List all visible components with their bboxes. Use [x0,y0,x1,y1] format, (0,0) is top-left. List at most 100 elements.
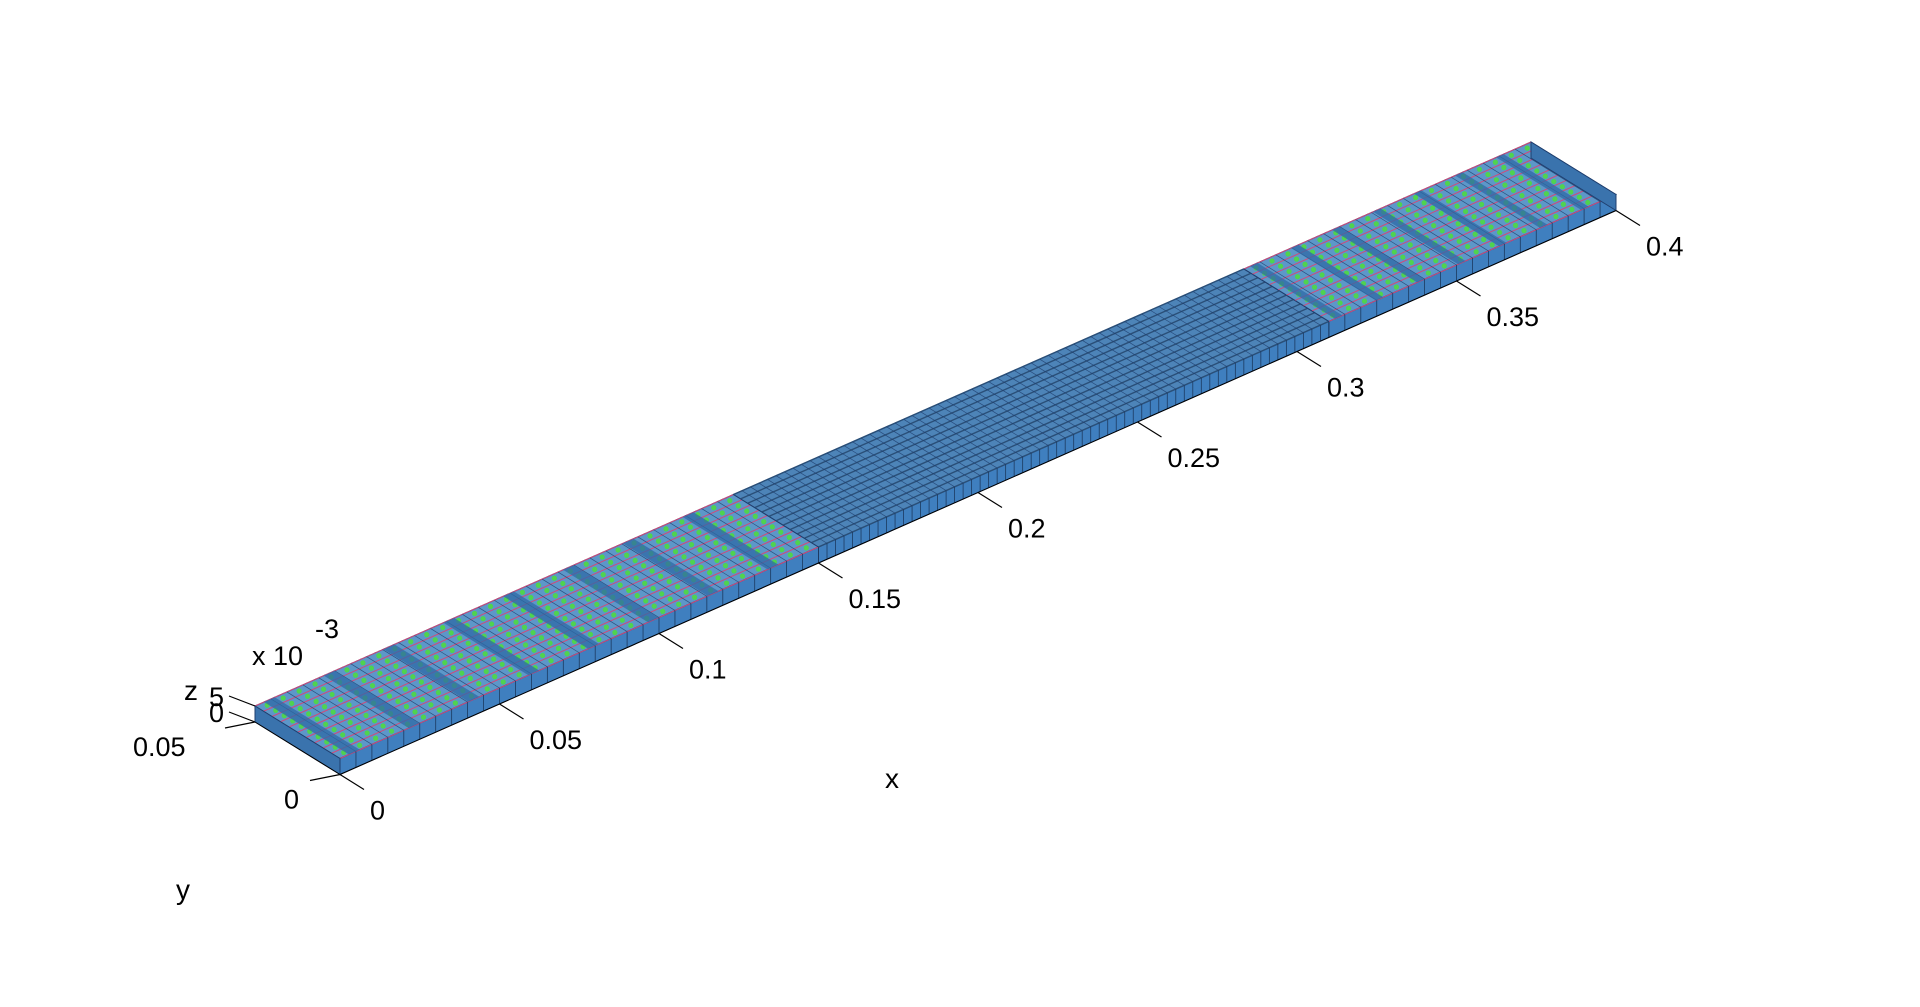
mesh-grid-line [911,415,998,469]
mesh-node-marker [1303,279,1309,285]
mesh-node-marker [408,639,414,645]
mesh-node-marker [1525,163,1531,169]
mesh-node-marker [1487,207,1493,213]
mesh-node-marker [683,589,689,595]
mesh-node-marker [585,596,591,602]
mesh-node-marker [1505,235,1511,241]
y-tick-label: 0 [284,785,299,815]
mesh-grid-line [869,434,955,488]
mesh-grid-line [843,445,930,499]
mesh-node-marker [1447,215,1453,222]
mesh-node-marker [723,580,730,586]
mesh-node-marker [377,670,383,676]
mesh-node-marker [680,536,686,542]
mesh-node-marker [1391,249,1397,255]
mesh-grid-line [1133,317,1219,371]
mesh-node-marker [619,617,625,623]
mesh-node-marker [419,696,426,703]
mesh-node-marker [1310,267,1317,273]
mesh-node-marker [474,645,480,652]
mesh-node-marker [492,674,498,680]
mesh-node-marker [395,698,401,704]
mesh-node-marker [1317,237,1323,243]
mesh-grid-line [775,475,862,529]
mesh-node-marker [655,538,662,544]
mesh-node-marker [577,591,583,597]
mesh-node-marker [671,531,678,537]
mesh-node-marker [420,714,427,720]
mesh-node-marker [608,559,614,565]
mesh-end-face [1530,141,1617,212]
mesh-grid-line [621,543,708,597]
mesh-grid-line [1482,162,1569,216]
mesh-node-marker [380,723,386,729]
mesh-slab-band [323,670,420,729]
mesh-node-marker [1421,200,1427,206]
mesh-grid-line [1107,328,1193,382]
mesh-node-marker [664,543,670,550]
mesh-grid-line [1243,268,1330,322]
mesh-node-marker [721,545,728,551]
mesh-grid-line [852,441,938,495]
mesh-node-marker [1385,279,1391,285]
mesh-grid-line [954,396,1040,450]
mesh-node-marker [786,534,792,541]
mesh-node-marker [643,598,649,604]
mesh-node-marker [410,674,416,680]
mesh-node-marker [519,589,526,595]
mesh-node-marker [1465,243,1471,250]
mesh-grid-line [1073,343,1159,397]
mesh-node-marker [1536,203,1542,209]
mesh-grid-line [758,482,845,537]
mesh-node-marker [369,683,376,689]
mesh-node-marker [1405,207,1411,213]
mesh-grid-line [1209,283,1296,337]
mesh-node-marker [1543,191,1549,197]
mesh-grid-line [1307,240,1393,294]
mesh-node-marker [1416,247,1422,253]
mesh-slab-band [1414,190,1507,247]
mesh-node-marker [514,637,520,643]
mesh-node-marker [795,540,801,546]
mesh-node-marker [628,622,634,629]
mesh-node-marker [1374,238,1380,245]
mesh-grid-line [1201,287,1287,341]
mesh-node-marker [378,688,384,694]
mesh-node-marker [536,600,543,606]
mesh-node-marker [1390,231,1396,237]
mesh-node-marker [459,670,465,676]
mesh-grid-line [1022,366,1108,420]
mesh-node-marker [458,653,464,659]
mesh-node-marker [1524,145,1530,151]
mesh-node-marker [432,637,438,643]
mesh-node-marker [314,716,320,722]
mesh-node-marker [612,629,618,636]
mesh-node-marker [553,610,560,616]
mesh-slab-band [1250,262,1343,319]
mesh-node-marker [722,563,729,569]
mesh-node-marker [744,508,750,514]
mesh-node-marker [499,661,505,667]
x-axis-label: x [885,763,899,794]
mesh-grid-line [1167,302,1253,356]
mesh-node-marker [480,616,486,622]
mesh-grid-line [784,471,870,525]
mesh-node-marker [530,630,536,636]
mesh-node-marker [594,601,600,608]
mesh-node-marker [666,578,672,585]
mesh-node-marker [491,656,497,662]
mesh-node-marker [535,582,541,588]
mesh-node-marker [354,707,361,713]
mesh-node-marker [570,621,577,627]
mesh-grid-line [350,663,436,717]
mesh-grid-line [1124,321,1210,375]
mesh-node-marker [1519,192,1525,199]
x-tick-label: 0.35 [1487,302,1540,332]
z-tick-label: 0 [209,698,224,728]
mesh-node-marker [599,554,605,560]
mesh-node-marker [545,605,551,611]
mesh-node-marker [475,663,481,669]
mesh-node-marker [1471,214,1477,220]
mesh-node-marker [625,570,631,576]
mesh-node-marker [615,547,621,553]
